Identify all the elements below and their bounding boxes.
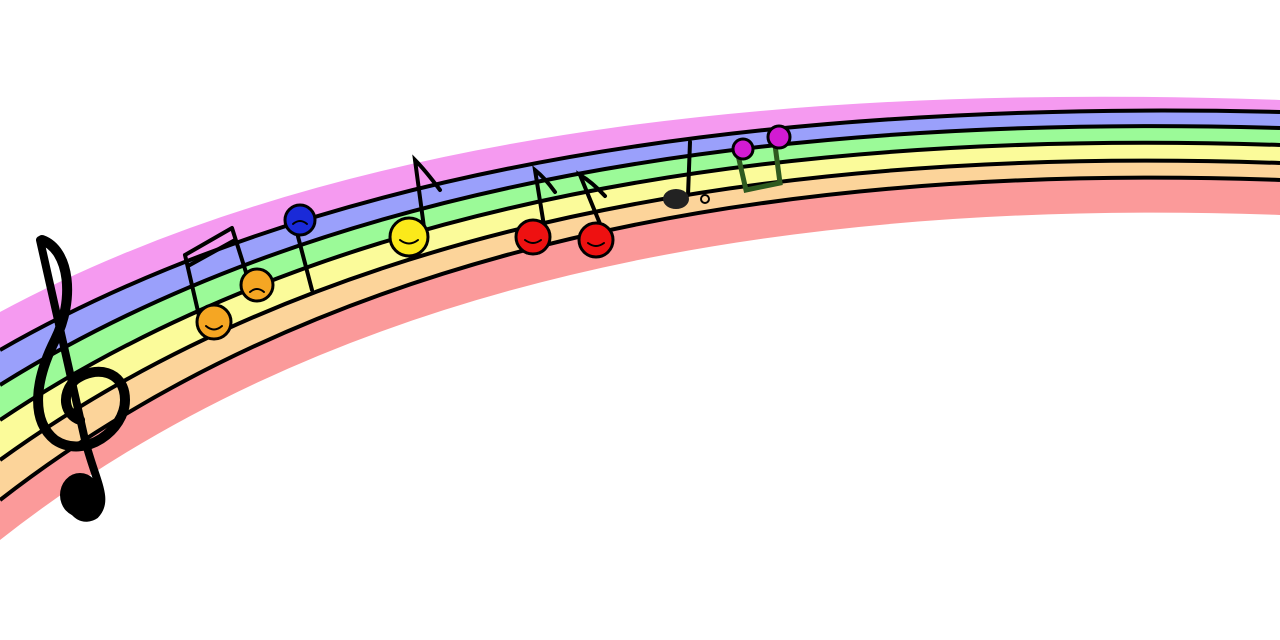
band-orange bbox=[0, 160, 1280, 500]
green-double-note bbox=[731, 124, 792, 193]
staff-line bbox=[0, 140, 1280, 422]
treble-clef bbox=[33, 235, 131, 522]
eighth-note-pair bbox=[183, 226, 275, 341]
staff-line bbox=[0, 108, 1280, 352]
blue-note bbox=[283, 203, 317, 292]
band-red bbox=[0, 177, 1280, 540]
black-note bbox=[663, 140, 710, 209]
band-blue bbox=[0, 110, 1280, 385]
red-notes bbox=[514, 165, 615, 259]
yellow-note bbox=[388, 154, 442, 258]
rainbow-staff bbox=[0, 96, 1280, 540]
band-pink bbox=[0, 96, 1280, 350]
